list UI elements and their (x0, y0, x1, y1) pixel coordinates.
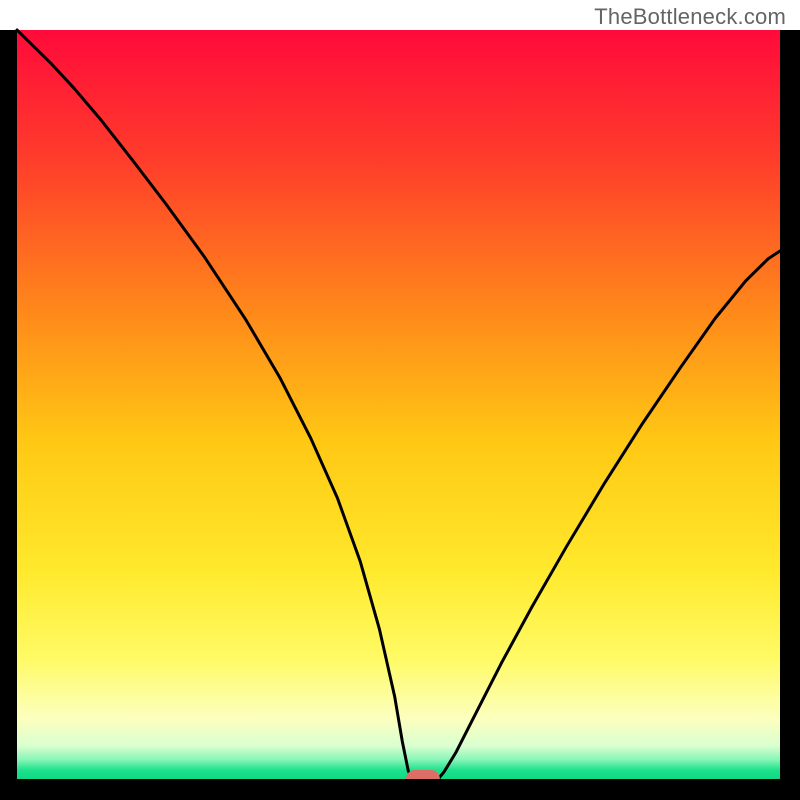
border-left (0, 30, 17, 800)
border-bottom (0, 779, 800, 800)
chart-svg (0, 0, 800, 800)
gradient-plot-area (17, 30, 780, 779)
bottleneck-chart: TheBottleneck.com (0, 0, 800, 800)
watermark-text: TheBottleneck.com (594, 4, 786, 30)
border-right (780, 30, 800, 800)
